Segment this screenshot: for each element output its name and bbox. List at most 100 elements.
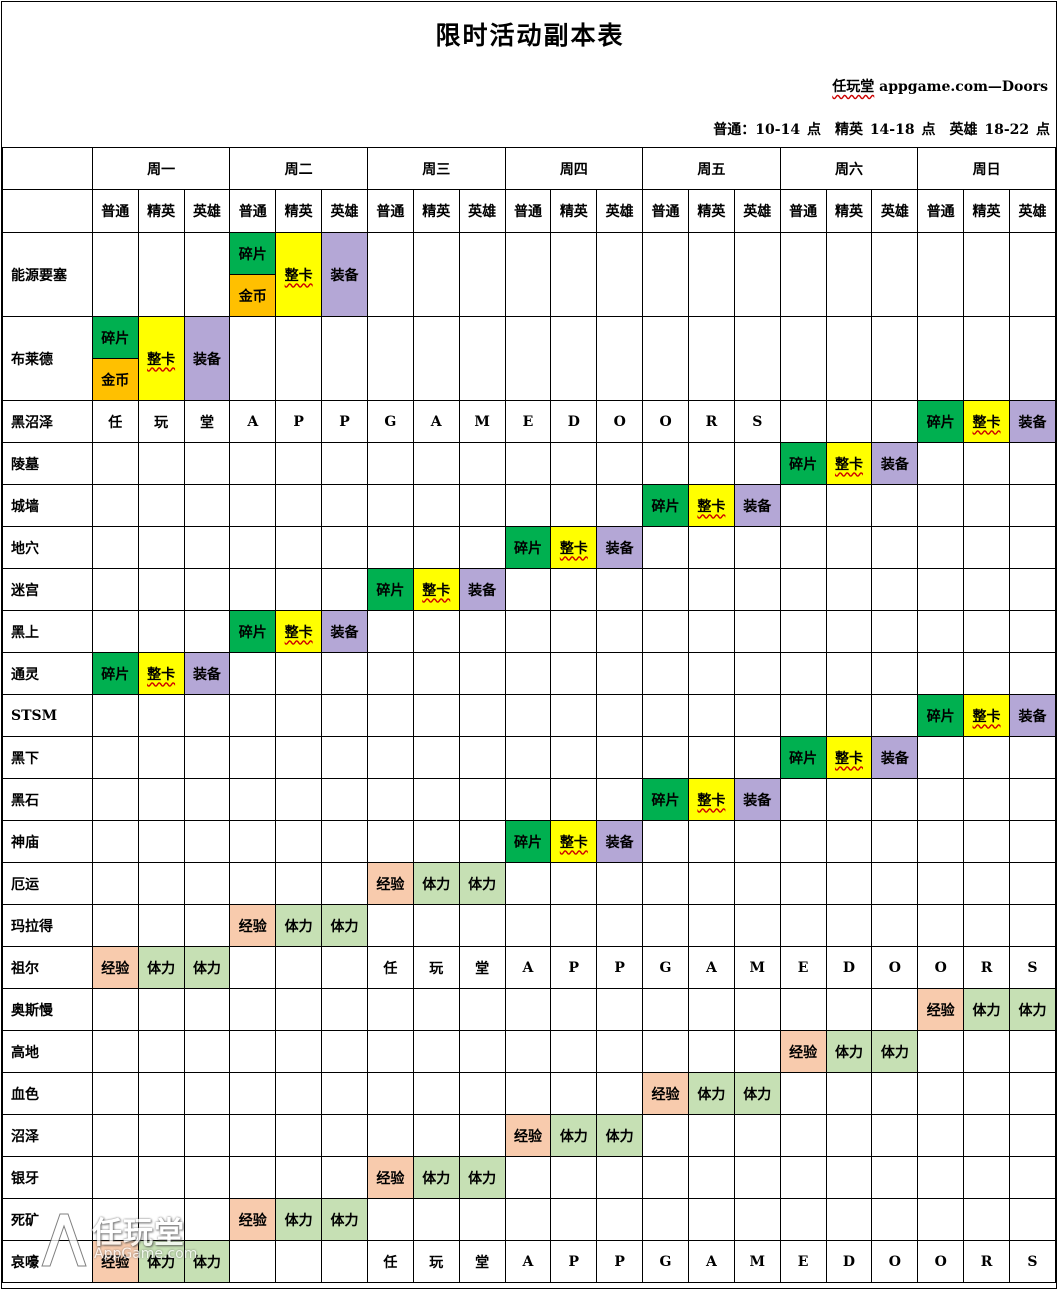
letter-cell: E xyxy=(779,1240,827,1283)
empty-cell xyxy=(91,820,139,863)
empty-cell xyxy=(779,820,827,863)
empty-cell xyxy=(550,736,598,779)
empty-cell xyxy=(917,442,965,485)
card-label: 整卡 xyxy=(834,456,863,473)
empty-cell xyxy=(871,568,919,611)
stamina-cell: 体力 xyxy=(412,1156,460,1199)
empty-cell xyxy=(275,736,323,779)
card-label: 整卡 xyxy=(697,498,726,515)
mode-header: 英雄 xyxy=(458,189,506,233)
empty-cell xyxy=(963,778,1010,821)
empty-cell xyxy=(229,694,277,737)
empty-cell xyxy=(137,1030,185,1073)
credit-site: appgame.com—Doors xyxy=(874,79,1048,95)
card-cell: 整卡 xyxy=(550,820,598,863)
empty-cell xyxy=(183,610,231,653)
empty-cell xyxy=(321,1072,368,1115)
letter-cell: S xyxy=(733,400,781,443)
mode-header: 普通 xyxy=(229,189,277,233)
empty-cell xyxy=(137,526,185,569)
empty-cell xyxy=(458,988,506,1031)
empty-cell xyxy=(458,778,506,821)
letter-cell: 玩 xyxy=(412,946,460,989)
letter-cell: 玩 xyxy=(137,400,185,443)
empty-cell xyxy=(687,1114,735,1157)
empty-cell xyxy=(504,568,552,611)
empty-cell xyxy=(733,862,781,905)
empty-cell xyxy=(137,988,185,1031)
empty-cell xyxy=(366,1030,414,1073)
empty-cell xyxy=(733,1114,781,1157)
card-label: 整卡 xyxy=(559,834,588,851)
empty-cell xyxy=(91,904,139,947)
empty-cell xyxy=(779,694,827,737)
empty-cell xyxy=(366,904,414,947)
empty-cell xyxy=(1008,1114,1057,1157)
empty-cell xyxy=(550,1156,598,1199)
day-header: 周六 xyxy=(779,147,919,190)
empty-cell xyxy=(412,610,460,653)
letter-cell: A xyxy=(412,400,460,443)
empty-cell xyxy=(275,652,323,695)
mode-header: 精英 xyxy=(687,189,735,233)
mode-header: 普通 xyxy=(779,189,827,233)
coin-cell: 金币 xyxy=(91,358,139,401)
stamina-cell: 体力 xyxy=(321,1198,368,1241)
empty-cell xyxy=(458,316,506,401)
empty-cell xyxy=(596,736,644,779)
mode-header: 英雄 xyxy=(321,189,368,233)
empty-cell xyxy=(871,610,919,653)
empty-cell xyxy=(504,610,552,653)
letter-cell: S xyxy=(1008,946,1057,989)
empty-cell xyxy=(275,1114,323,1157)
stamina-cell: 体力 xyxy=(458,862,506,905)
row-label: 厄运 xyxy=(2,862,93,905)
empty-cell xyxy=(366,526,414,569)
empty-cell xyxy=(1008,862,1057,905)
row-label: 地穴 xyxy=(2,526,93,569)
letter-cell: P xyxy=(550,1240,598,1283)
empty-cell xyxy=(687,232,735,317)
day-header: 周一 xyxy=(91,147,231,190)
empty-cell xyxy=(321,988,368,1031)
empty-cell xyxy=(1008,526,1057,569)
empty-cell xyxy=(504,778,552,821)
empty-cell xyxy=(550,484,598,527)
letter-cell: O xyxy=(871,1240,919,1283)
empty-cell xyxy=(596,568,644,611)
empty-cell xyxy=(642,1114,689,1157)
exp-cell: 经验 xyxy=(779,1030,827,1073)
mode-header: 精英 xyxy=(412,189,460,233)
empty-cell xyxy=(458,610,506,653)
empty-cell xyxy=(412,736,460,779)
empty-cell xyxy=(183,526,231,569)
stamina-cell: 体力 xyxy=(458,1156,506,1199)
empty-cell xyxy=(550,862,598,905)
letter-cell: P xyxy=(275,400,323,443)
letter-cell: P xyxy=(321,400,368,443)
empty-cell xyxy=(871,988,919,1031)
card-label: 整卡 xyxy=(147,666,176,683)
fragment-cell: 碎片 xyxy=(229,232,277,275)
mode-header: 精英 xyxy=(963,189,1010,233)
empty-cell xyxy=(458,232,506,317)
empty-cell xyxy=(137,1072,185,1115)
empty-cell xyxy=(229,862,277,905)
empty-cell xyxy=(642,526,689,569)
letter-cell: P xyxy=(596,1240,644,1283)
empty-cell xyxy=(825,1114,873,1157)
empty-cell xyxy=(91,1156,139,1199)
mode-header: 普通 xyxy=(917,189,965,233)
empty-cell xyxy=(917,232,965,317)
stamina-cell: 体力 xyxy=(275,904,323,947)
letter-cell: 任 xyxy=(366,1240,414,1283)
empty-cell xyxy=(412,1198,460,1241)
day-header: 周三 xyxy=(366,147,506,190)
card-label: 整卡 xyxy=(559,540,588,557)
empty-cell xyxy=(183,778,231,821)
empty-cell xyxy=(963,316,1010,401)
mode-header: 英雄 xyxy=(871,189,919,233)
empty-cell xyxy=(91,526,139,569)
empty-cell xyxy=(366,988,414,1031)
